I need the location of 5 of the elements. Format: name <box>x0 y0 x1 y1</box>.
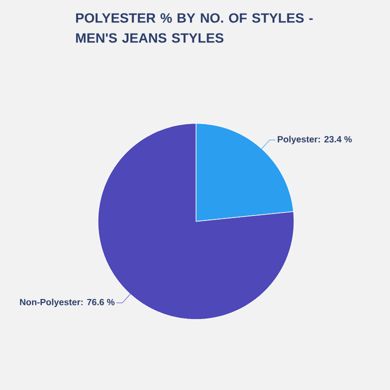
chart-title: POLYESTER % BY NO. OF STYLES - MEN'S JEANS STYLES <box>76 13 313 43</box>
slice-label: Polyester <box>278 136 318 144</box>
data-label: : 76.6 % <box>81 298 115 306</box>
slice-label: Non-Polyester <box>20 298 80 308</box>
data-label: : 23.4 % <box>318 136 352 142</box>
